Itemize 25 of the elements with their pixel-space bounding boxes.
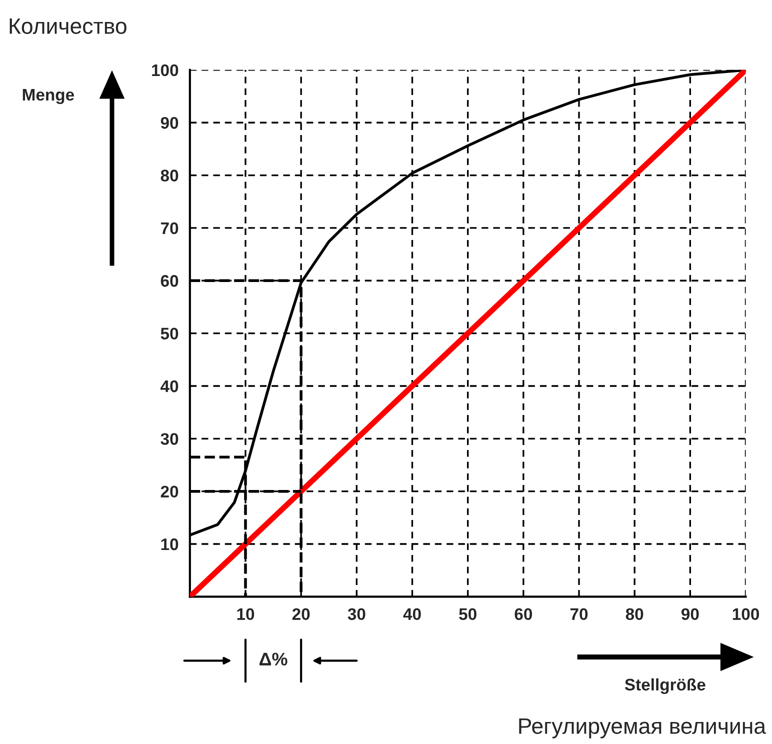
x-tick-label: 70 [570, 608, 588, 620]
x-tick-label: 10 [237, 608, 254, 620]
x-tick-label: 60 [514, 608, 532, 620]
y-tick-label: 40 [160, 380, 178, 392]
y-tick-label: 30 [160, 433, 178, 445]
y-tick-label: 10 [161, 538, 178, 550]
y-tick-label: 90 [160, 117, 178, 129]
x-tick-label: 100 [732, 608, 759, 620]
y-axis-title: Menge [22, 89, 74, 104]
x-tick-label: 90 [681, 608, 699, 620]
y-tick-label: 20 [160, 486, 178, 498]
y-tick-label: 50 [160, 328, 178, 340]
y-tick-label: 70 [160, 222, 178, 234]
x-tick-label: 20 [292, 608, 310, 620]
x-tick-label: 80 [626, 608, 644, 620]
text: Регулируемая величина [519, 718, 766, 738]
text: Количество [10, 18, 126, 34]
y-tick-label: 100 [152, 64, 178, 76]
x-tick-label: 30 [348, 608, 366, 620]
y-tick-label: 60 [160, 275, 178, 287]
text: Δ% [260, 652, 288, 666]
y-tick-label: 80 [160, 170, 178, 182]
x-tick-label: 40 [403, 608, 421, 620]
x-axis-title: Stellgröße [624, 678, 706, 694]
x-tick-label: 50 [459, 608, 476, 620]
